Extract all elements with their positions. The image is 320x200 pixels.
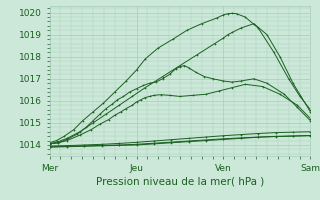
X-axis label: Pression niveau de la mer( hPa ): Pression niveau de la mer( hPa ) [96, 177, 264, 187]
